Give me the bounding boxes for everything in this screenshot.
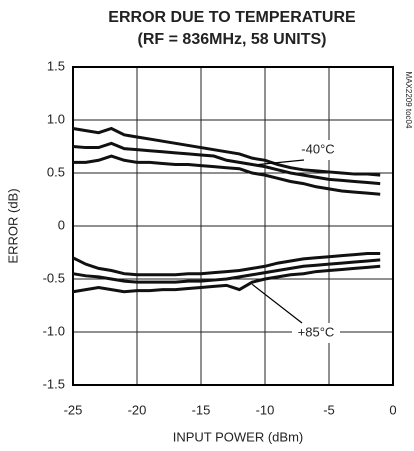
y-tick-label: -1.0 (43, 323, 65, 338)
curve (72, 258, 381, 284)
side-note: MAX2209 toc04 (404, 72, 413, 129)
annotation-arrow (258, 159, 305, 166)
x-tick-label: -25 (64, 402, 83, 417)
curve (72, 141, 381, 186)
x-axis-label: INPUT POWER (dBm) (173, 429, 304, 444)
y-tick-label: 1.0 (47, 111, 65, 126)
annotation: +85°C (298, 324, 335, 339)
curve (72, 264, 381, 294)
chart-subtitle: (RF = 836MHz, 58 UNITS) (138, 31, 327, 48)
plot-frame (72, 66, 394, 386)
y-tick-label: 0 (58, 217, 65, 232)
curve (72, 252, 381, 277)
x-tick-label: 0 (389, 402, 396, 417)
curve (73, 154, 381, 196)
x-tick-label: -5 (323, 402, 335, 417)
y-tick-label: 1.5 (47, 58, 65, 73)
annotation-arrow (251, 283, 303, 324)
curve (72, 126, 381, 177)
annotation: -40°C (301, 141, 334, 156)
x-tick-label: -20 (128, 402, 147, 417)
y-axis-label: ERROR (dB) (5, 188, 20, 263)
y-tick-label: -1.5 (43, 376, 65, 391)
annotation-bg (292, 323, 340, 343)
annotation-bg (294, 140, 342, 160)
y-tick-label: 0.5 (47, 164, 65, 179)
x-tick-label: -15 (192, 402, 211, 417)
y-tick-label: -0.5 (43, 270, 65, 285)
x-tick-label: -10 (256, 402, 275, 417)
chart-title: ERROR DUE TO TEMPERATURE (108, 9, 356, 26)
